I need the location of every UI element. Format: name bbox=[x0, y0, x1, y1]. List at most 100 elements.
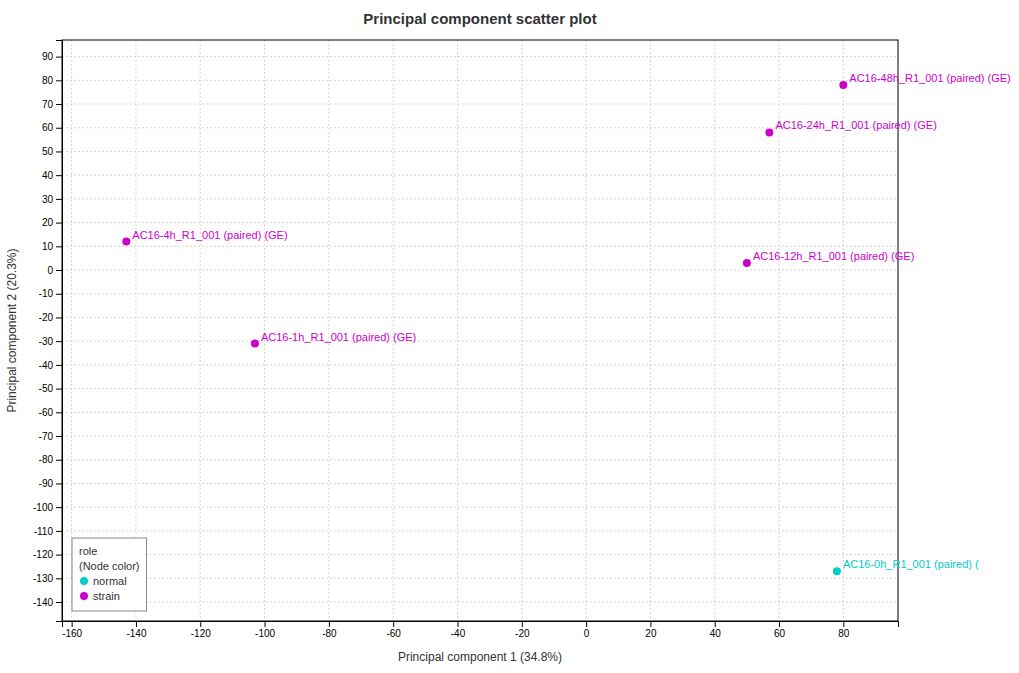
x-tick-label: 0 bbox=[584, 628, 590, 639]
y-tick: -140 bbox=[33, 597, 62, 608]
y-tick-mark bbox=[56, 341, 62, 342]
point-label: AC16-48h_R1_001 (paired) (GE) bbox=[849, 72, 1010, 84]
y-tick: 10 bbox=[42, 241, 62, 252]
y-tick: -100 bbox=[33, 502, 62, 513]
legend: role(Node color) normal strain bbox=[72, 538, 147, 611]
y-tick-mark bbox=[56, 270, 62, 271]
x-tick-label: 80 bbox=[838, 628, 850, 639]
y-tick-label: -60 bbox=[39, 407, 54, 418]
y-tick-mark bbox=[56, 531, 62, 532]
x-tick-mark bbox=[715, 621, 716, 627]
x-axis: -160-140-120-100-80-60-40-20020406080 bbox=[62, 621, 898, 639]
x-tick-mark bbox=[72, 621, 73, 627]
x-tick-mark bbox=[329, 621, 330, 627]
y-grid-line bbox=[62, 317, 898, 318]
x-tick: -120 bbox=[191, 621, 211, 639]
x-grid-line bbox=[586, 40, 587, 621]
y-grid-line bbox=[62, 554, 898, 555]
point-labels: AC16-0h_R1_001 (paired) (AC16-48h_R1_001… bbox=[132, 72, 1010, 570]
x-tick: -40 bbox=[451, 621, 466, 639]
y-grid-line bbox=[62, 530, 898, 531]
x-tick-label: -20 bbox=[515, 628, 530, 639]
y-tick-label: -80 bbox=[39, 454, 54, 465]
legend-frame bbox=[72, 538, 147, 611]
x-tick-label: -60 bbox=[386, 628, 401, 639]
x-grid-line bbox=[200, 40, 201, 621]
x-tick: -20 bbox=[515, 621, 530, 639]
y-tick: 60 bbox=[42, 122, 62, 133]
y-axis-title: Principal component 2 (20.3%) bbox=[5, 248, 19, 412]
y-grid-line bbox=[62, 436, 898, 437]
point-label: AC16-12h_R1_001 (paired) (GE) bbox=[753, 250, 914, 262]
x-grid-line bbox=[71, 40, 72, 621]
x-tick-mark bbox=[457, 621, 458, 627]
y-tick: -60 bbox=[39, 407, 62, 418]
y-grid-line bbox=[62, 364, 898, 365]
x-tick-label: -100 bbox=[255, 628, 275, 639]
x-tick-mark bbox=[136, 621, 137, 627]
y-grid-line bbox=[62, 175, 898, 176]
y-grid-line bbox=[62, 293, 898, 294]
y-tick-mark bbox=[56, 436, 62, 437]
y-tick: 20 bbox=[42, 217, 62, 228]
y-tick: -30 bbox=[39, 336, 62, 347]
x-tick-mark bbox=[779, 621, 780, 627]
x-tick-mark bbox=[522, 621, 523, 627]
x-tick: 0 bbox=[584, 621, 590, 639]
legend-entry: normal bbox=[80, 575, 127, 587]
y-tick-label: -130 bbox=[33, 573, 53, 584]
y-tick: -120 bbox=[33, 549, 62, 560]
y-tick-mark bbox=[56, 507, 62, 508]
x-grid-line bbox=[714, 40, 715, 621]
y-grid-line bbox=[62, 56, 898, 57]
x-grid-line bbox=[457, 40, 458, 621]
x-grid-line bbox=[650, 40, 651, 621]
y-tick: 90 bbox=[42, 51, 62, 62]
y-tick-mark bbox=[56, 80, 62, 81]
plot: -160-140-120-100-80-60-40-20020406080-14… bbox=[33, 40, 1011, 639]
y-tick-mark bbox=[56, 128, 62, 129]
y-grid-line bbox=[62, 341, 898, 342]
y-axis-line bbox=[56, 41, 63, 622]
y-grid-line bbox=[62, 412, 898, 413]
point bbox=[122, 238, 130, 246]
y-tick: -40 bbox=[39, 360, 62, 371]
y-tick: -80 bbox=[39, 454, 62, 465]
y-tick-label: -120 bbox=[33, 549, 53, 560]
x-tick: 20 bbox=[645, 621, 657, 639]
legend-marker bbox=[80, 592, 88, 600]
legend-label: strain bbox=[93, 590, 120, 602]
point bbox=[251, 340, 259, 348]
y-tick: -110 bbox=[34, 526, 62, 537]
y-tick-label: 90 bbox=[42, 51, 54, 62]
point bbox=[833, 567, 841, 575]
y-tick-mark bbox=[56, 483, 62, 484]
y-grid-line bbox=[62, 198, 898, 199]
y-tick-label: -100 bbox=[33, 502, 53, 513]
y-tick: -10 bbox=[39, 288, 62, 299]
point-label: AC16-1h_R1_001 (paired) (GE) bbox=[261, 331, 416, 343]
y-tick: -130 bbox=[33, 573, 62, 584]
y-tick-mark bbox=[56, 151, 62, 152]
y-tick-mark bbox=[56, 555, 62, 556]
x-tick-label: 20 bbox=[645, 628, 657, 639]
y-tick-label: 40 bbox=[42, 170, 54, 181]
y-tick: 50 bbox=[42, 146, 62, 157]
y-grid-line bbox=[62, 151, 898, 152]
y-axis: -140-130-120-110-100-90-80-70-60-50-40-3… bbox=[33, 41, 63, 622]
x-tick-label: -80 bbox=[322, 628, 337, 639]
y-tick-mark bbox=[56, 578, 62, 579]
x-tick: -60 bbox=[386, 621, 401, 639]
y-tick: 70 bbox=[42, 99, 62, 110]
point bbox=[839, 81, 847, 89]
y-tick-label: -90 bbox=[39, 478, 54, 489]
y-tick-label: 10 bbox=[42, 241, 54, 252]
marks bbox=[122, 81, 847, 575]
legend-title: role(Node color) bbox=[79, 545, 140, 572]
y-grid-line bbox=[62, 127, 898, 128]
y-tick-label: 60 bbox=[42, 122, 54, 133]
y-tick-label: 0 bbox=[47, 265, 53, 276]
point bbox=[765, 128, 773, 136]
y-tick-label: 70 bbox=[42, 99, 54, 110]
point-label: AC16-24h_R1_001 (paired) (GE) bbox=[775, 119, 936, 131]
